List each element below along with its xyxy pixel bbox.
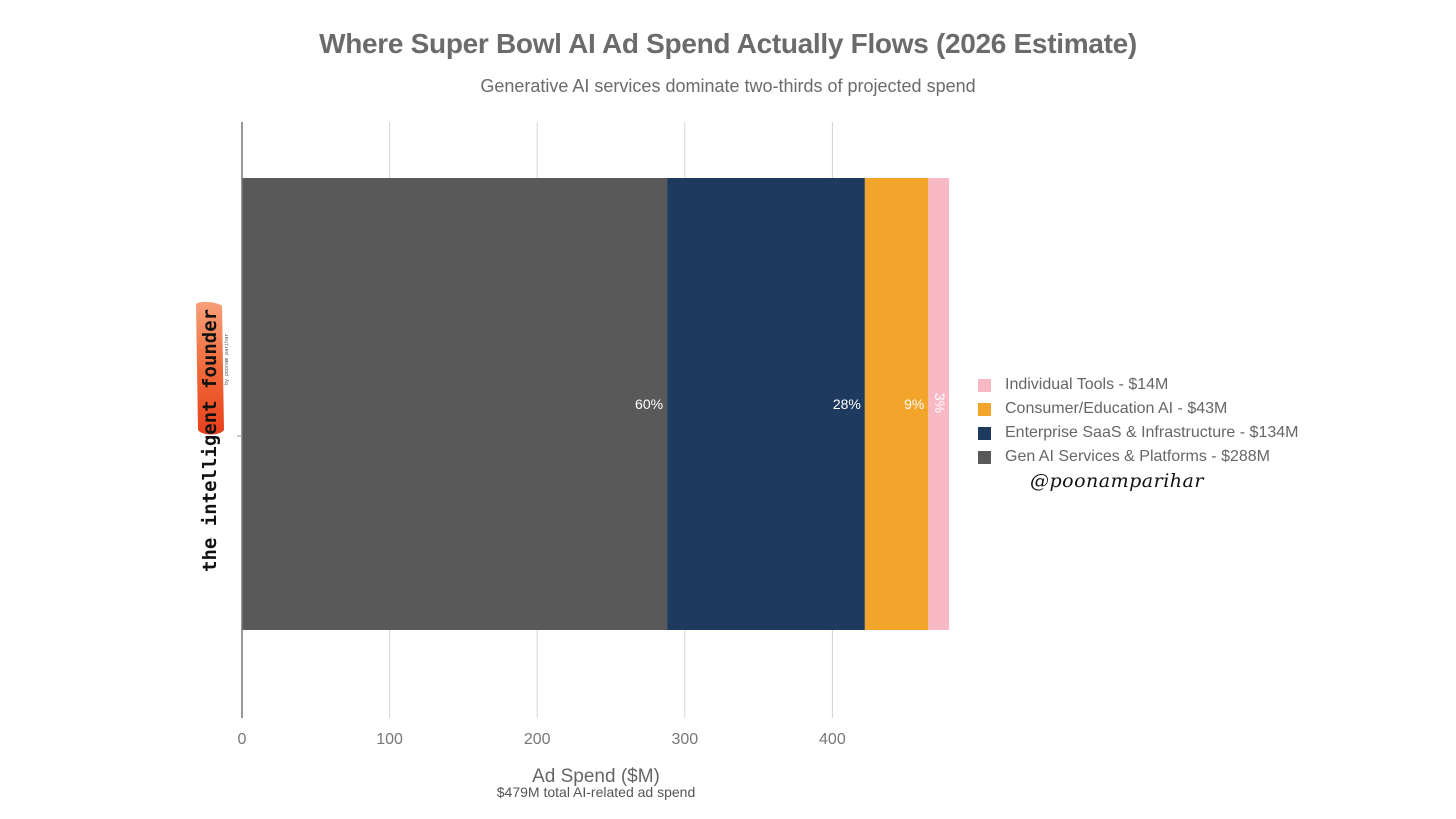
legend-item: Individual Tools - $14M — [978, 373, 1298, 397]
svg-text:the intelligent founder: the intelligent founder — [199, 309, 221, 572]
legend-label: Gen AI Services & Platforms - $288M — [1005, 448, 1270, 465]
x-tick-label: 200 — [524, 731, 551, 748]
percent-label: 28% — [833, 396, 861, 412]
chart-legend: Individual Tools - $14M Consumer/Educatio… — [978, 373, 1298, 469]
x-tick-label: 400 — [819, 731, 846, 748]
chart-title: Where Super Bowl AI Ad Spend Actually Fl… — [319, 28, 1137, 59]
intelligent-founder-logo: the intelligent founder by poonam pariha… — [190, 300, 235, 575]
svg-text:by poonam parihar: by poonam parihar — [224, 334, 230, 385]
author-handle: @poonamparihar — [1030, 470, 1204, 492]
legend-swatch — [978, 378, 991, 392]
x-axis-title: Ad Spend ($M) — [532, 766, 660, 787]
legend-item: Gen AI Services & Platforms - $288M — [978, 445, 1298, 469]
legend-label: Individual Tools - $14M — [1005, 376, 1169, 393]
x-axis-note: $479M total AI-related ad spend — [497, 784, 695, 800]
bar-segment — [864, 178, 929, 630]
x-tick-label: 100 — [376, 731, 403, 748]
legend-swatch — [978, 426, 991, 440]
bar-segment — [928, 178, 949, 630]
legend-item: Consumer/Education AI - $43M — [978, 397, 1298, 421]
chart-subtitle: Generative AI services dominate two-thir… — [480, 76, 976, 96]
percent-label: 9% — [904, 396, 924, 412]
legend-label: Consumer/Education AI - $43M — [1005, 400, 1228, 417]
x-tick-label: 300 — [671, 731, 698, 748]
percent-label: 3% — [932, 393, 948, 413]
legend-swatch — [978, 402, 991, 416]
legend-swatch — [978, 450, 991, 464]
legend-label: Enterprise SaaS & Infrastructure - $134M — [1005, 424, 1299, 441]
bar-segment — [667, 178, 865, 630]
legend-item: Enterprise SaaS & Infrastructure - $134M — [978, 421, 1298, 445]
x-tick-label: 0 — [238, 731, 247, 748]
percent-label: 60% — [635, 396, 663, 412]
bar-segment — [242, 178, 668, 630]
